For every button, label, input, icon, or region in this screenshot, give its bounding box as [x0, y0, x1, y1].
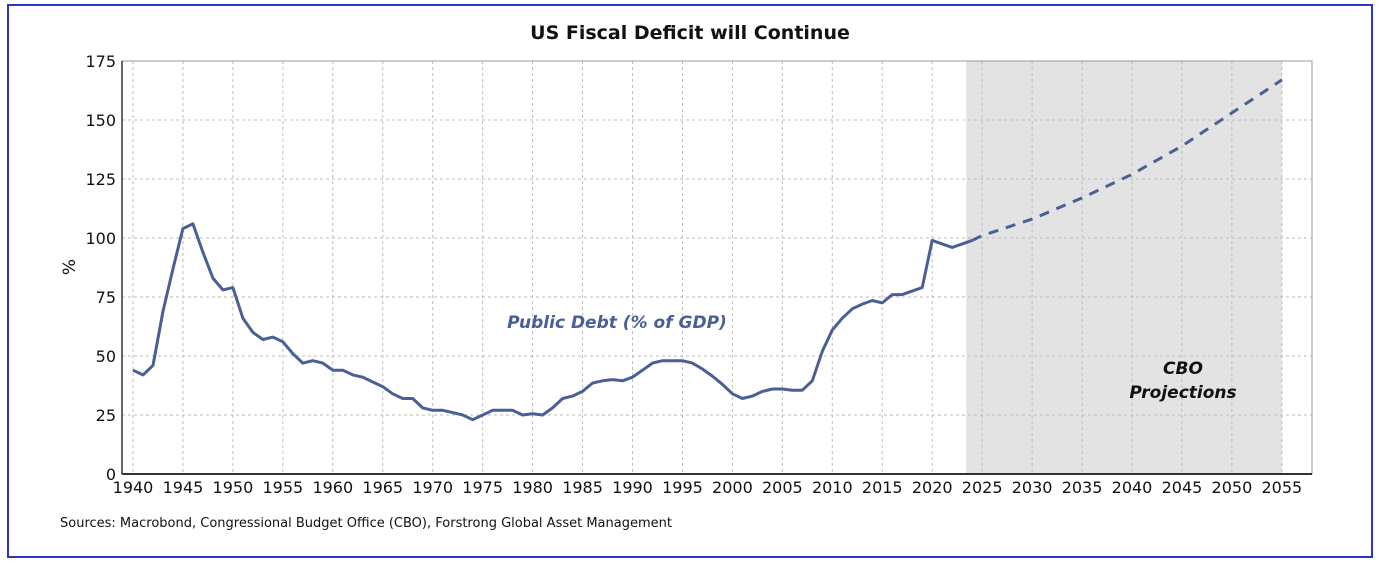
chart-title: US Fiscal Deficit will Continue	[530, 22, 850, 44]
y-tick-label: 25	[96, 406, 116, 425]
x-tick-label: 1940	[113, 478, 154, 497]
x-tick-label: 1995	[662, 478, 703, 497]
x-tick-label: 2015	[862, 478, 903, 497]
x-tick-label: 1950	[213, 478, 254, 497]
series-annotation: Public Debt (% of GDP)	[507, 313, 727, 333]
x-tick-label: 2030	[1012, 478, 1053, 497]
x-tick-label: 2055	[1261, 478, 1302, 497]
x-tick-label: 1955	[262, 478, 303, 497]
debt-line	[132, 222, 973, 422]
projection-line	[971, 78, 1283, 242]
x-tick-label: 1975	[462, 478, 503, 497]
y-tick-label: 125	[85, 170, 116, 189]
x-tick-label: 1970	[412, 478, 453, 497]
x-tick-label: 1985	[562, 478, 603, 497]
x-tick-label: 2000	[712, 478, 753, 497]
x-tick-label: 2035	[1062, 478, 1103, 497]
x-tick-label: 2045	[1162, 478, 1203, 497]
y-tick-label: 150	[85, 111, 116, 130]
y-tick-label: 50	[96, 347, 116, 366]
x-tick-label: 1965	[362, 478, 403, 497]
x-tick-label: 2050	[1212, 478, 1253, 497]
x-tick-label: 2040	[1112, 478, 1153, 497]
source-note: Sources: Macrobond, Congressional Budget…	[60, 516, 672, 531]
x-tick-label: 1945	[163, 478, 204, 497]
y-tick-label: 0	[106, 465, 116, 484]
y-tick-label: 175	[85, 52, 116, 71]
x-tick-label: 2010	[812, 478, 853, 497]
y-tick-label: 100	[85, 229, 116, 248]
x-tick-label: 1960	[312, 478, 353, 497]
projection-label-line2: Projections	[1129, 383, 1236, 403]
projection-label-line1: CBO	[1163, 359, 1203, 379]
x-tick-label: 2020	[912, 478, 953, 497]
y-tick-label: 75	[96, 288, 116, 307]
y-axis-label: %	[60, 259, 80, 275]
frame-border	[7, 4, 1373, 558]
projection-shade	[966, 61, 1282, 474]
x-tick-label: 2025	[962, 478, 1003, 497]
x-tick-label: 2005	[762, 478, 803, 497]
x-tick-label: 1990	[612, 478, 653, 497]
x-tick-label: 1980	[512, 478, 553, 497]
